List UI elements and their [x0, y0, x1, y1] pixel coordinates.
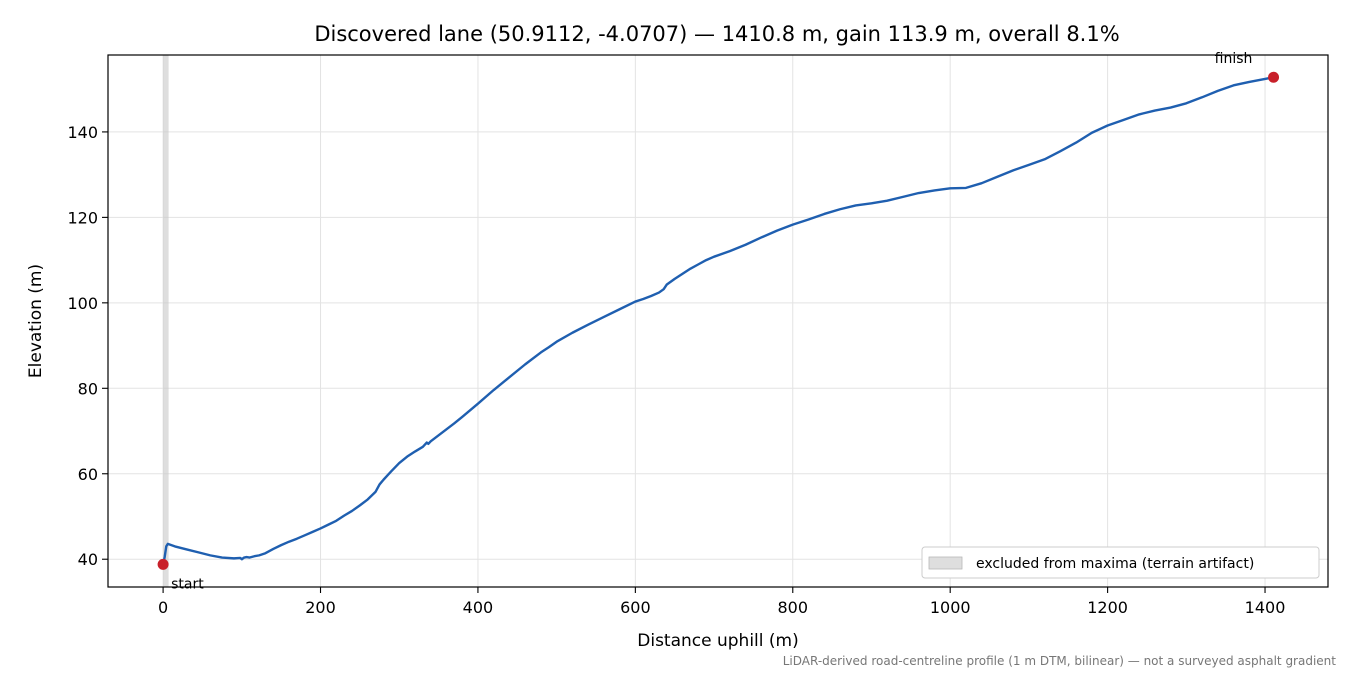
y-tick-label: 140	[67, 123, 98, 142]
y-axis-ticks: 40 60 80 100 120 140	[67, 123, 108, 569]
start-marker	[157, 558, 169, 570]
y-tick-label: 40	[78, 550, 98, 569]
x-tick-label: 200	[305, 598, 336, 617]
chart-caption: LiDAR-derived road-centreline profile (1…	[783, 654, 1337, 668]
x-axis-label: Distance uphill (m)	[637, 631, 798, 651]
plot-frame	[107, 54, 1329, 588]
legend-box	[921, 546, 1320, 579]
legend-swatch	[928, 556, 963, 570]
x-tick-label: 1000	[930, 598, 971, 617]
y-tick-label: 120	[67, 208, 98, 227]
y-axis-label: Elevation (m)	[26, 264, 46, 378]
finish-label: finish	[1215, 51, 1253, 67]
excluded-band	[163, 55, 169, 587]
x-tick-label: 800	[778, 598, 809, 617]
x-tick-label: 400	[463, 598, 494, 617]
finish-marker	[1268, 71, 1280, 83]
x-tick-label: 0	[158, 598, 168, 617]
legend-label: excluded from maxima (terrain artifact)	[976, 556, 1254, 572]
grid-lines	[108, 55, 1328, 587]
elevation-line	[161, 76, 1274, 565]
legend: excluded from maxima (terrain artifact)	[921, 546, 1320, 579]
x-axis-ticks: 0 200 400 600 800 1000 1200 1400	[158, 587, 1285, 617]
x-tick-label: 1400	[1245, 598, 1286, 617]
start-label: start	[171, 576, 204, 592]
x-tick-label: 1200	[1087, 598, 1128, 617]
x-tick-label: 600	[620, 598, 651, 617]
y-tick-label: 100	[67, 294, 98, 313]
y-tick-label: 60	[78, 465, 98, 484]
chart-title: Discovered lane (50.9112, -4.0707) — 141…	[314, 22, 1119, 46]
y-tick-label: 80	[78, 379, 98, 398]
